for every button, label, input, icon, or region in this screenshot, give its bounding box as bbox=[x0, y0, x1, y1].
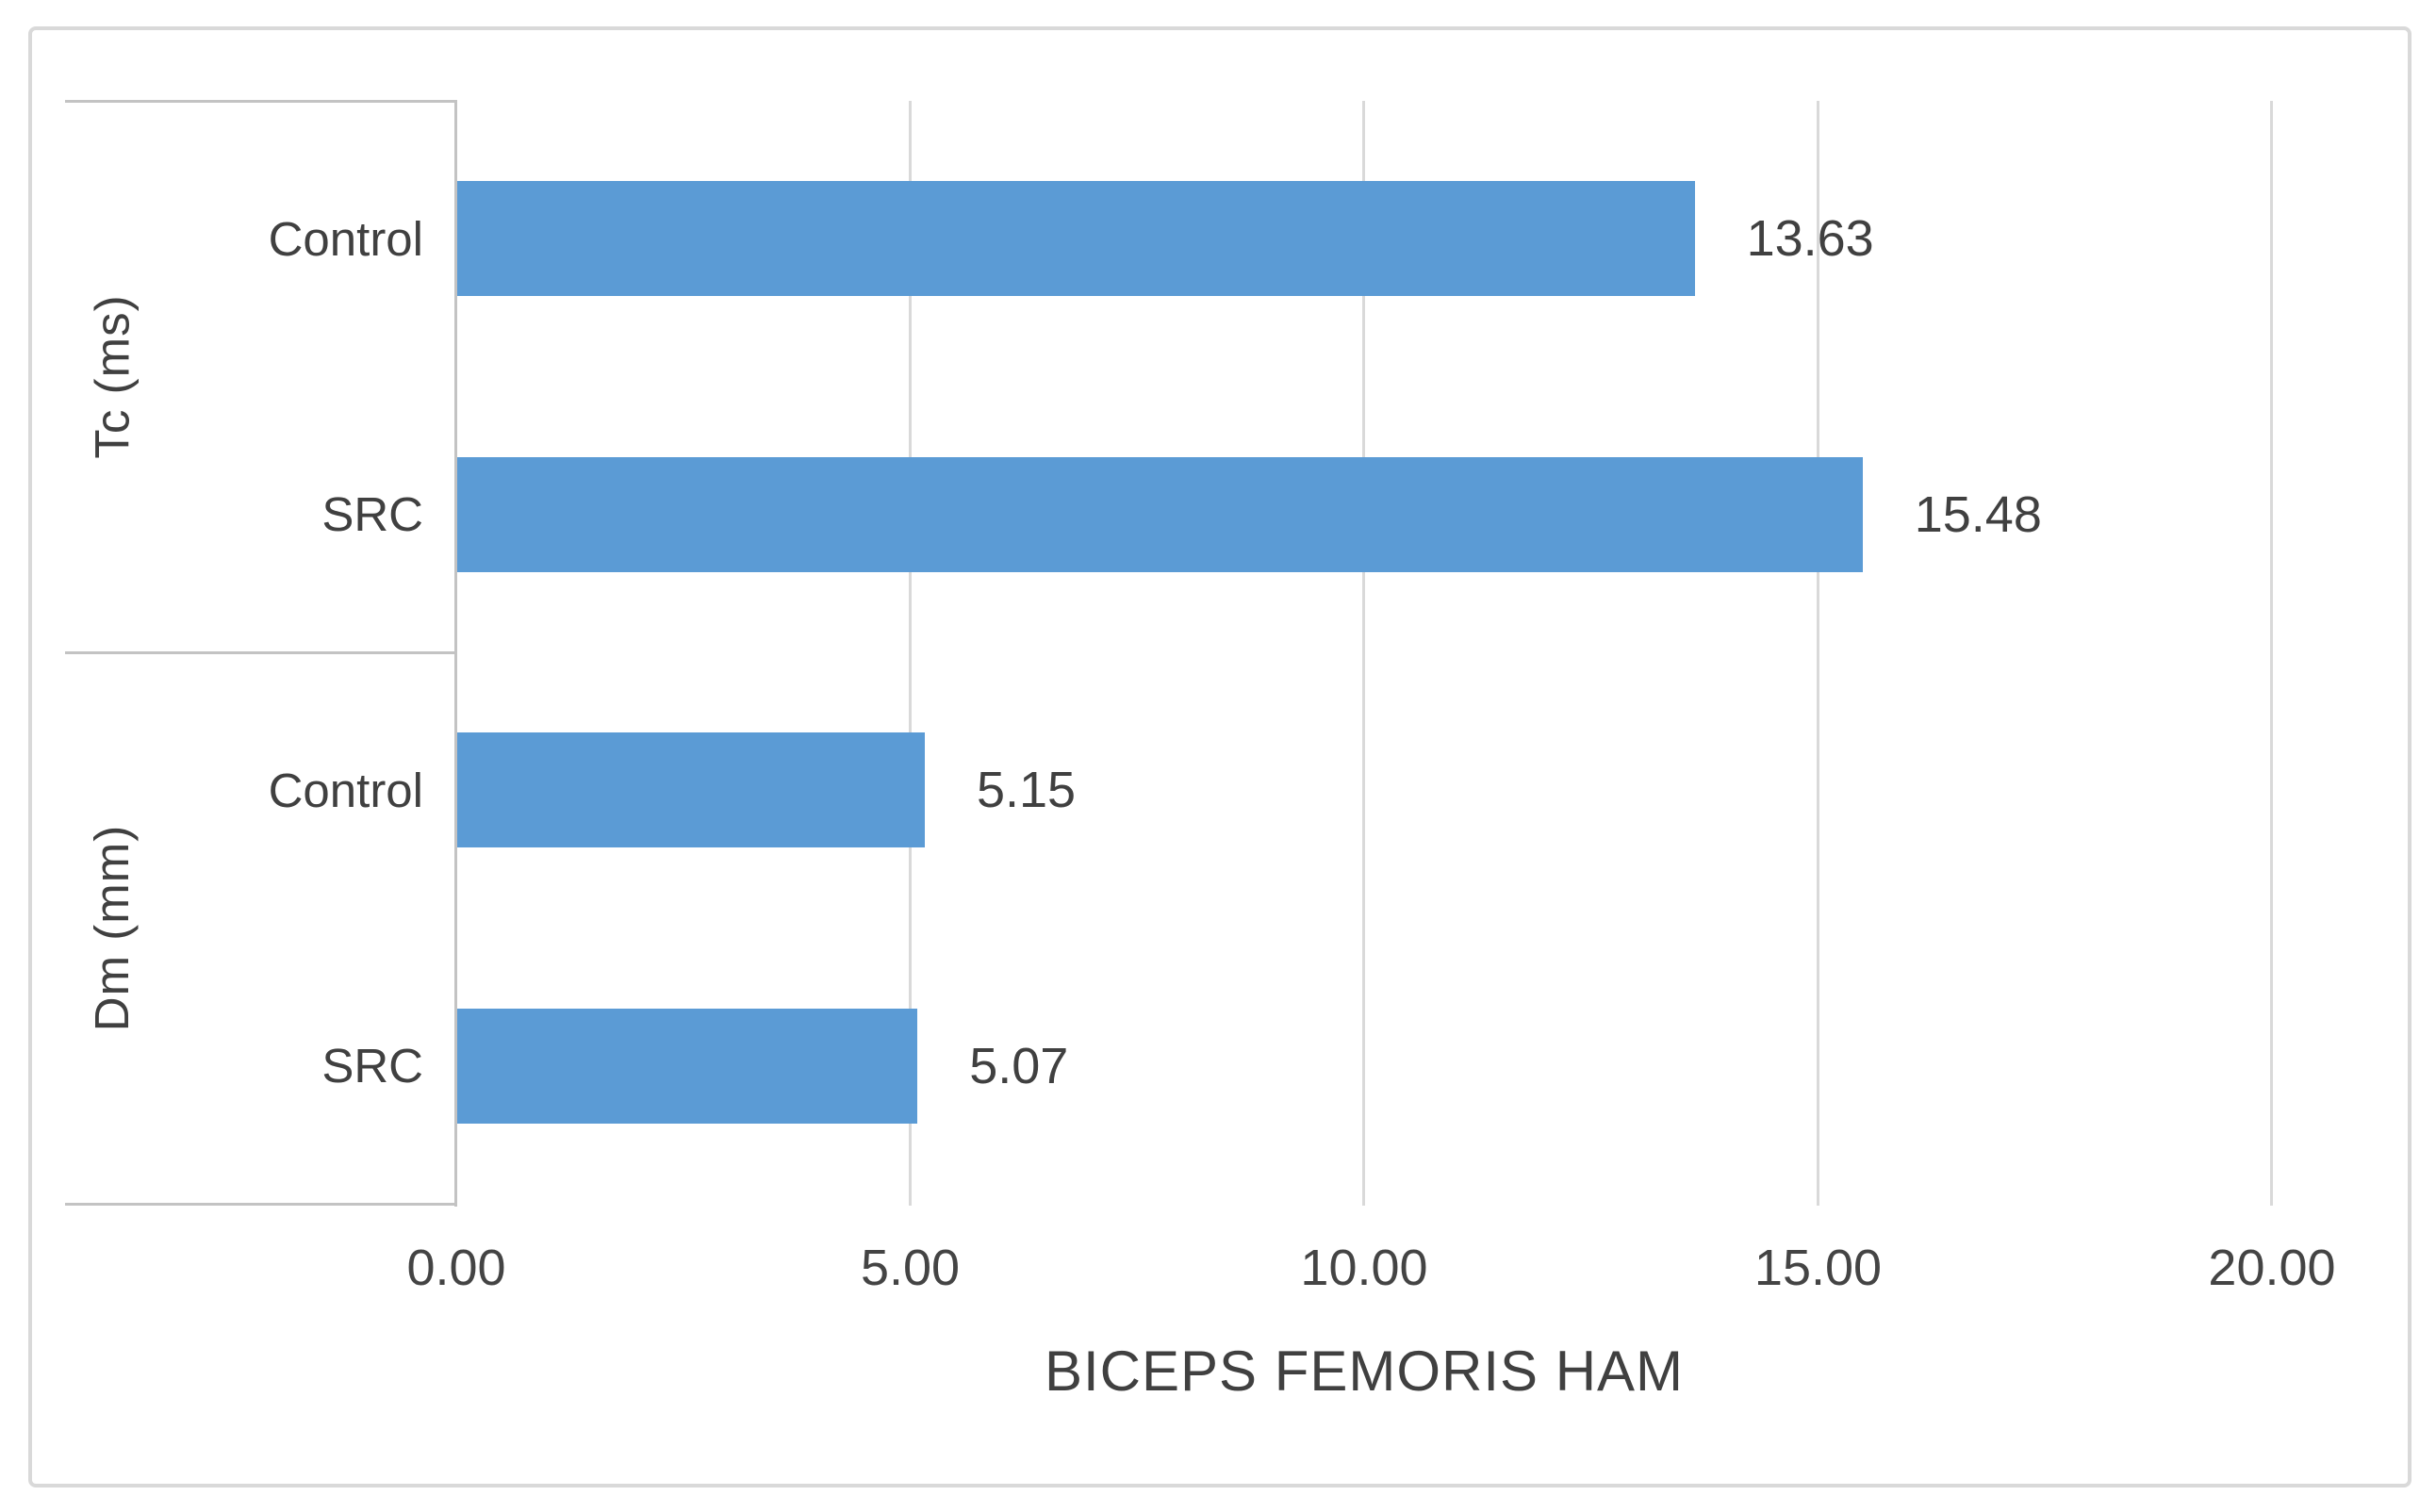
x-tick-label: 20.00 bbox=[2208, 1240, 2336, 1296]
value-axis-line bbox=[454, 101, 457, 1207]
category-label-src: SRC bbox=[321, 1039, 423, 1093]
category-label-src: SRC bbox=[321, 487, 423, 542]
bars-layer bbox=[32, 30, 2408, 1484]
bar-src bbox=[457, 1008, 918, 1124]
category-axis-layer: Tc (ms) Dm (mm) bbox=[32, 30, 2408, 1484]
x-axis-title: BICEPS FEMORIS HAM bbox=[1044, 1339, 1685, 1403]
data-label: 5.07 bbox=[969, 1037, 1069, 1094]
chart-frame: Tc (ms) Dm (mm) Control 13.63 SRC 15.48 Contr… bbox=[28, 26, 2411, 1487]
gridline-15.00 bbox=[1816, 101, 1819, 1206]
data-label: 5.15 bbox=[976, 762, 1077, 819]
x-tick-label: 5.00 bbox=[860, 1240, 961, 1296]
gridlines-layer bbox=[32, 30, 2408, 1484]
data-label: 13.63 bbox=[1746, 210, 1874, 268]
x-tick-label: 10.00 bbox=[1300, 1240, 1428, 1296]
category-label-control: Control bbox=[268, 211, 423, 266]
category-label-control: Control bbox=[268, 763, 423, 817]
gridline-5.00 bbox=[908, 101, 912, 1206]
x-tick-label: 0.00 bbox=[406, 1240, 506, 1296]
category-group-separator bbox=[65, 99, 457, 103]
bar-control bbox=[457, 732, 925, 848]
gridline-10.00 bbox=[1362, 101, 1365, 1206]
category-group-separator bbox=[65, 1202, 457, 1206]
x-tick-labels-layer: 0.00 5.00 10.00 15.00 20.00 bbox=[32, 30, 2408, 1484]
bar-src bbox=[457, 456, 1863, 572]
data-label: 15.48 bbox=[1914, 485, 2042, 543]
bar-control bbox=[457, 181, 1695, 297]
x-tick-label: 15.00 bbox=[1753, 1240, 1883, 1296]
labels-layer: Control 13.63 SRC 15.48 Control 5.15 SRC 5.07 bbox=[32, 30, 2408, 1484]
gridline-20.00 bbox=[2270, 101, 2273, 1206]
category-group-separator bbox=[65, 650, 457, 654]
